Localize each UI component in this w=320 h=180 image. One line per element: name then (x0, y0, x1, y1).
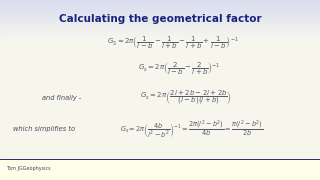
Bar (0, 25, 320, 26)
Text: and finally -: and finally - (42, 95, 81, 101)
Bar (0, 28, 320, 29)
Bar (0, 0, 320, 1)
Bar (0, 21, 320, 22)
Text: Tom JGGeophysics: Tom JGGeophysics (6, 166, 51, 171)
Text: $G_s = 2\pi\left(\dfrac{2l+2b-2l+2b}{(l-b)(l+b)}\right)$: $G_s = 2\pi\left(\dfrac{2l+2b-2l+2b}{(l-… (140, 89, 232, 107)
Bar (0, 16, 320, 17)
Text: $G_s = 2\pi\left(\dfrac{4b}{l^2-b^2}\right)^{-1} = \dfrac{2\pi(l^2-b^2)}{4b} = \: $G_s = 2\pi\left(\dfrac{4b}{l^2-b^2}\rig… (120, 118, 264, 140)
Bar (0, 30, 320, 32)
Bar (0, 3, 320, 4)
Bar (0, 15, 320, 16)
Bar (0, 1, 320, 3)
Bar (0, 37, 320, 38)
Bar (0, 5, 320, 7)
Bar (0, 8, 320, 9)
Bar (0, 11, 320, 12)
Bar (0, 7, 320, 8)
Bar (0, 12, 320, 13)
Bar (0, 17, 320, 19)
Text: $G_S = 2\pi\left(\dfrac{1}{l-b} - \dfrac{1}{l+b} - \dfrac{1}{l+b} + \dfrac{1}{l-: $G_S = 2\pi\left(\dfrac{1}{l-b} - \dfrac… (107, 35, 239, 51)
Text: which simplifies to: which simplifies to (13, 126, 75, 132)
Bar (0, 29, 320, 30)
Bar (0, 24, 320, 25)
Bar (0, 40, 320, 159)
Bar (0, 38, 320, 40)
Bar (0, 159, 320, 180)
Text: Calculating the geometrical factor: Calculating the geometrical factor (59, 14, 261, 24)
Bar (0, 19, 320, 20)
Bar (0, 26, 320, 28)
Bar (0, 34, 320, 36)
Bar (0, 32, 320, 33)
Bar (0, 36, 320, 37)
Text: $G_s = 2\pi\left(\dfrac{2}{l-b} - \dfrac{2}{l+b}\right)^{-1}$: $G_s = 2\pi\left(\dfrac{2}{l-b} - \dfrac… (138, 61, 220, 77)
Bar (0, 13, 320, 15)
Bar (0, 20, 320, 21)
Bar (0, 33, 320, 34)
Bar (0, 4, 320, 5)
Bar (0, 9, 320, 11)
Bar (0, 22, 320, 24)
